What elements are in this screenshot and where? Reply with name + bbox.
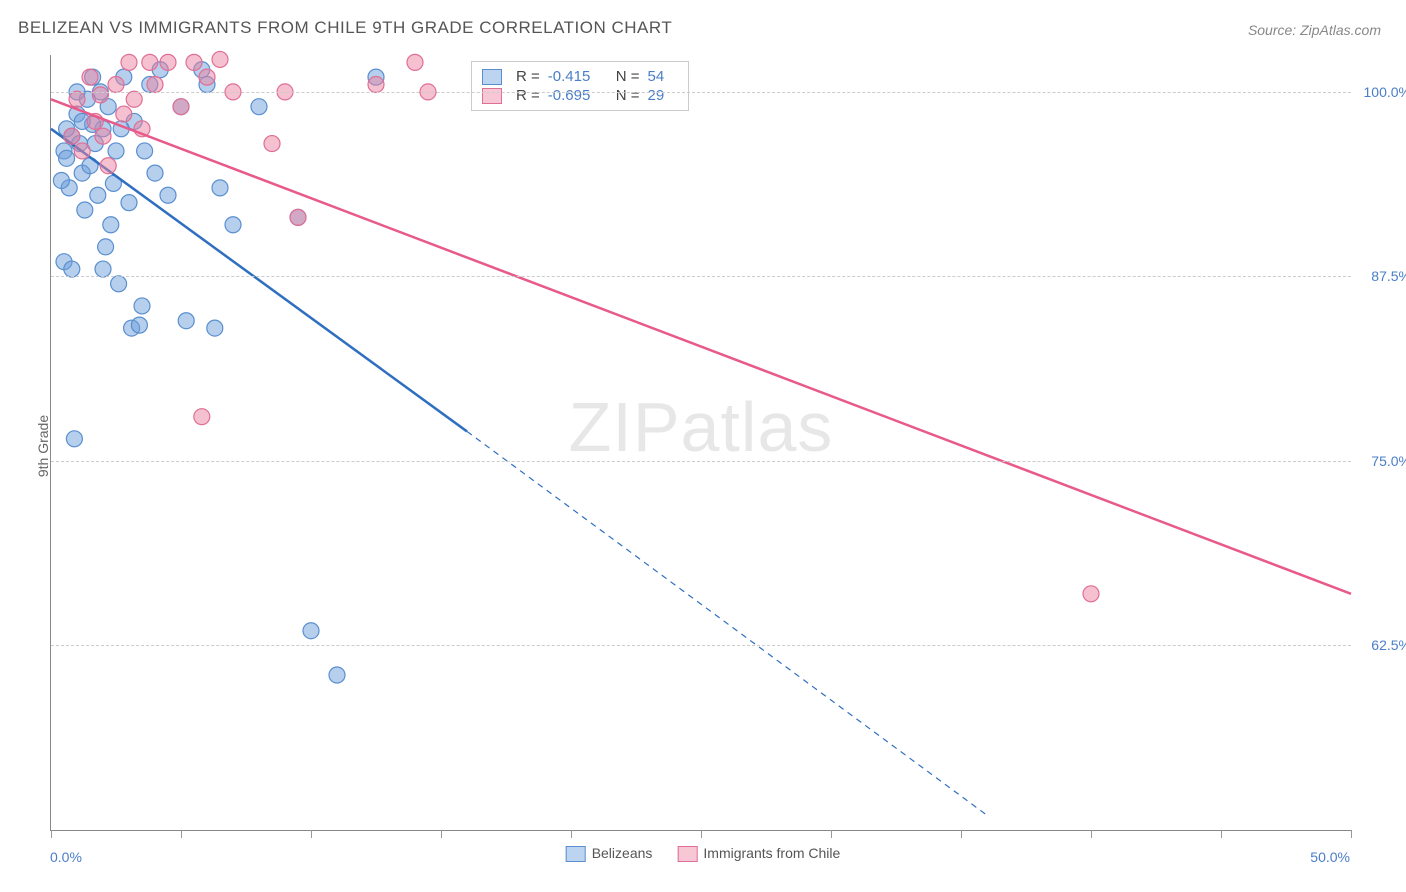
scatter-point [126, 91, 142, 107]
scatter-point [116, 106, 132, 122]
scatter-point [178, 313, 194, 329]
scatter-point [82, 69, 98, 85]
scatter-point [368, 77, 384, 93]
scatter-point [108, 77, 124, 93]
scatter-point [131, 317, 147, 333]
scatter-point [212, 51, 228, 67]
x-tick [441, 830, 442, 838]
gridline [51, 461, 1351, 462]
scatter-point [134, 298, 150, 314]
x-tick [1351, 830, 1352, 838]
legend-row: R = -0.695 N = 29 [482, 87, 678, 104]
scatter-point [53, 172, 69, 188]
scatter-point [251, 99, 267, 115]
scatter-point [303, 623, 319, 639]
r-value: -0.415 [548, 68, 608, 85]
x-tick [311, 830, 312, 838]
legend-swatch [482, 69, 502, 85]
scatter-point [147, 77, 163, 93]
regression-line [51, 99, 1351, 594]
x-tick [831, 830, 832, 838]
gridline [51, 645, 1351, 646]
x-axis-max-label: 50.0% [1310, 849, 1350, 865]
y-tick-label: 87.5% [1356, 268, 1406, 284]
scatter-point [264, 136, 280, 152]
y-tick-label: 62.5% [1356, 637, 1406, 653]
y-tick-label: 75.0% [1356, 453, 1406, 469]
n-prefix: N = [616, 68, 640, 85]
chart-plot-area: ZIPatlas R =-0.415N =54R =-0.695N =29 10… [50, 55, 1351, 831]
scatter-point [186, 54, 202, 70]
n-value: 54 [648, 68, 678, 85]
x-tick [961, 830, 962, 838]
scatter-point [74, 143, 90, 159]
legend-label: Immigrants from Chile [703, 845, 840, 861]
legend-item: Immigrants from Chile [677, 845, 840, 862]
scatter-point [69, 91, 85, 107]
x-tick [701, 830, 702, 838]
series-legend: Belizeans Immigrants from Chile [566, 845, 841, 862]
scatter-point [108, 143, 124, 159]
x-tick [181, 830, 182, 838]
scatter-point [407, 54, 423, 70]
scatter-point [1083, 586, 1099, 602]
r-prefix: R = [516, 68, 540, 85]
gridline [51, 92, 1351, 93]
legend-row: R = -0.415 N = 54 [482, 68, 678, 85]
n-value: 29 [648, 87, 678, 104]
scatter-point [95, 128, 111, 144]
scatter-point [121, 54, 137, 70]
scatter-point [77, 202, 93, 218]
r-prefix: R = [516, 87, 540, 104]
correlation-legend: R = -0.415 N = 54 R = -0.695 N = 29 [471, 61, 689, 111]
legend-item: Belizeans [566, 845, 653, 862]
x-axis-min-label: 0.0% [50, 849, 82, 865]
x-tick [51, 830, 52, 838]
scatter-point [92, 87, 108, 103]
legend-swatch [677, 846, 697, 862]
scatter-point [212, 180, 228, 196]
scatter-point [59, 150, 75, 166]
scatter-point [142, 54, 158, 70]
scatter-point [64, 261, 80, 277]
legend-swatch [482, 88, 502, 104]
y-tick-label: 100.0% [1356, 84, 1406, 100]
scatter-point [194, 409, 210, 425]
scatter-point [225, 217, 241, 233]
scatter-point [111, 276, 127, 292]
y-axis-label: 9th Grade [35, 415, 51, 477]
x-tick [1221, 830, 1222, 838]
chart-title: BELIZEAN VS IMMIGRANTS FROM CHILE 9TH GR… [18, 18, 672, 38]
scatter-point [199, 69, 215, 85]
scatter-point [100, 158, 116, 174]
gridline [51, 276, 1351, 277]
scatter-point [160, 54, 176, 70]
scatter-point [329, 667, 345, 683]
regression-line-dashed [467, 431, 987, 815]
scatter-point [95, 261, 111, 277]
x-tick [571, 830, 572, 838]
r-value: -0.695 [548, 87, 608, 104]
scatter-point [103, 217, 119, 233]
legend-label: Belizeans [592, 845, 653, 861]
x-tick [1091, 830, 1092, 838]
n-prefix: N = [616, 87, 640, 104]
scatter-point [137, 143, 153, 159]
scatter-point [173, 99, 189, 115]
legend-swatch [566, 846, 586, 862]
scatter-point [290, 209, 306, 225]
scatter-point [64, 128, 80, 144]
scatter-point [98, 239, 114, 255]
source-text: Source: ZipAtlas.com [1248, 22, 1381, 38]
plot-svg [51, 55, 1351, 830]
scatter-point [121, 195, 137, 211]
scatter-point [66, 431, 82, 447]
scatter-point [207, 320, 223, 336]
scatter-point [147, 165, 163, 181]
scatter-point [90, 187, 106, 203]
scatter-point [160, 187, 176, 203]
